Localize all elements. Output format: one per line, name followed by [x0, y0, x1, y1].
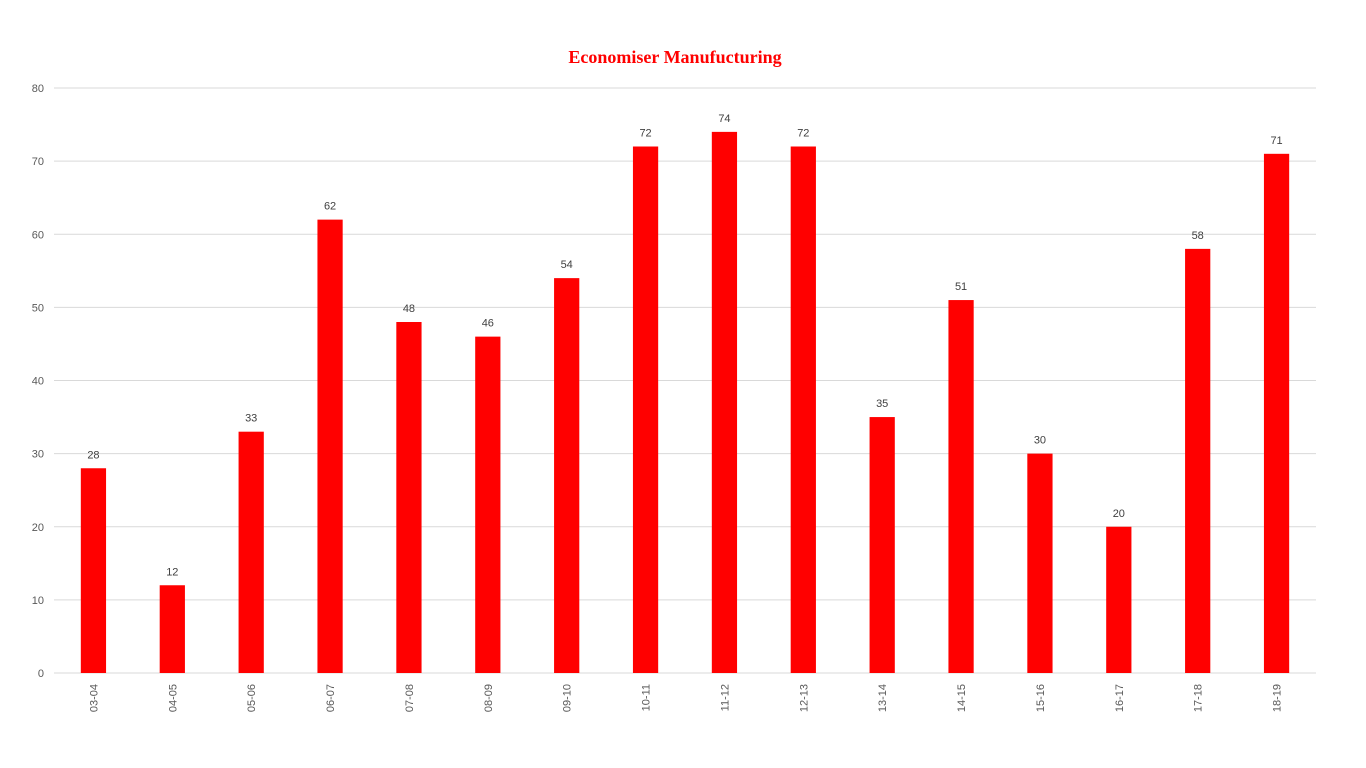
bar-16-17	[1106, 526, 1132, 673]
bar-12-13	[790, 146, 816, 673]
x-tick-label-18-19: 18-19	[1272, 684, 1284, 712]
x-tick-label-05-06: 05-06	[246, 684, 258, 712]
x-tick-label-15-16: 15-16	[1035, 684, 1047, 712]
data-label-04-05: 12	[166, 566, 178, 578]
x-axis-ticks: 03-04 04-05 05-06 06-07 07-08 08-09 09-10 10-11…	[88, 684, 1283, 712]
x-tick-label-09-10: 09-10	[562, 684, 574, 712]
data-label-07-08: 48	[403, 303, 415, 315]
data-label-09-10: 54	[561, 259, 573, 271]
bar-15-16	[1027, 453, 1053, 673]
x-tick-label-04-05: 04-05	[167, 684, 179, 712]
data-label-17-18: 58	[1192, 230, 1204, 242]
data-label-18-19: 71	[1270, 135, 1282, 147]
x-tick-label-06-07: 06-07	[325, 684, 337, 712]
bar-18-19	[1263, 153, 1290, 673]
data-labels: 28 12 33 62 48 46 54 72 74 72 35 51 30 20 58 71	[87, 113, 1282, 578]
bar-03-04	[80, 468, 107, 673]
data-label-16-17: 20	[1113, 508, 1125, 520]
bar-17-18	[1185, 248, 1211, 673]
data-label-15-16: 30	[1034, 435, 1046, 447]
bar-14-15	[948, 300, 974, 673]
x-tick-label-10-11: 10-11	[641, 684, 653, 711]
data-label-14-15: 51	[955, 281, 967, 293]
bar-08-09	[475, 336, 501, 673]
x-tick-label-13-14: 13-14	[877, 684, 889, 712]
y-tick-label: 30	[32, 449, 44, 461]
bar-04-05	[159, 585, 185, 673]
y-tick-label: 40	[32, 376, 44, 388]
data-label-08-09: 46	[482, 318, 494, 330]
bar-07-08	[396, 322, 422, 673]
y-tick-label: 80	[32, 83, 44, 95]
x-tick-label-08-09: 08-09	[483, 684, 495, 712]
chart-title: Economiser Manufucturing	[568, 47, 782, 67]
y-axis-ticks: 0 10 20 30 40 50 60 70 80	[32, 83, 44, 680]
y-tick-label: 70	[32, 156, 44, 168]
bar-10-11	[632, 146, 659, 673]
x-tick-label-17-18: 17-18	[1193, 684, 1205, 712]
x-tick-label-14-15: 14-15	[956, 684, 968, 712]
data-label-13-14: 35	[876, 398, 888, 410]
data-label-03-04: 28	[87, 449, 99, 461]
data-label-12-13: 72	[797, 128, 809, 140]
y-tick-label: 0	[38, 668, 44, 680]
x-tick-label-03-04: 03-04	[88, 684, 100, 712]
bar-11-12	[711, 131, 738, 673]
bar-05-06	[238, 431, 264, 673]
data-label-11-12: 74	[718, 113, 730, 125]
bar-06-07	[317, 219, 343, 673]
gridlines	[54, 87, 1316, 674]
y-tick-label: 50	[32, 302, 44, 314]
x-tick-label-16-17: 16-17	[1114, 684, 1126, 712]
data-label-06-07: 62	[324, 201, 336, 213]
x-tick-label-11-12: 11-12	[719, 684, 731, 711]
x-tick-label-07-08: 07-08	[404, 684, 416, 712]
x-tick-label-12-13: 12-13	[798, 684, 810, 712]
y-tick-label: 60	[32, 229, 44, 241]
data-label-05-06: 33	[245, 413, 257, 425]
bar-13-14	[869, 417, 895, 673]
bar-09-10	[554, 278, 580, 673]
y-tick-label: 20	[32, 522, 44, 534]
y-tick-label: 10	[32, 595, 44, 607]
data-label-10-11: 72	[639, 128, 651, 140]
bars	[80, 131, 1290, 673]
